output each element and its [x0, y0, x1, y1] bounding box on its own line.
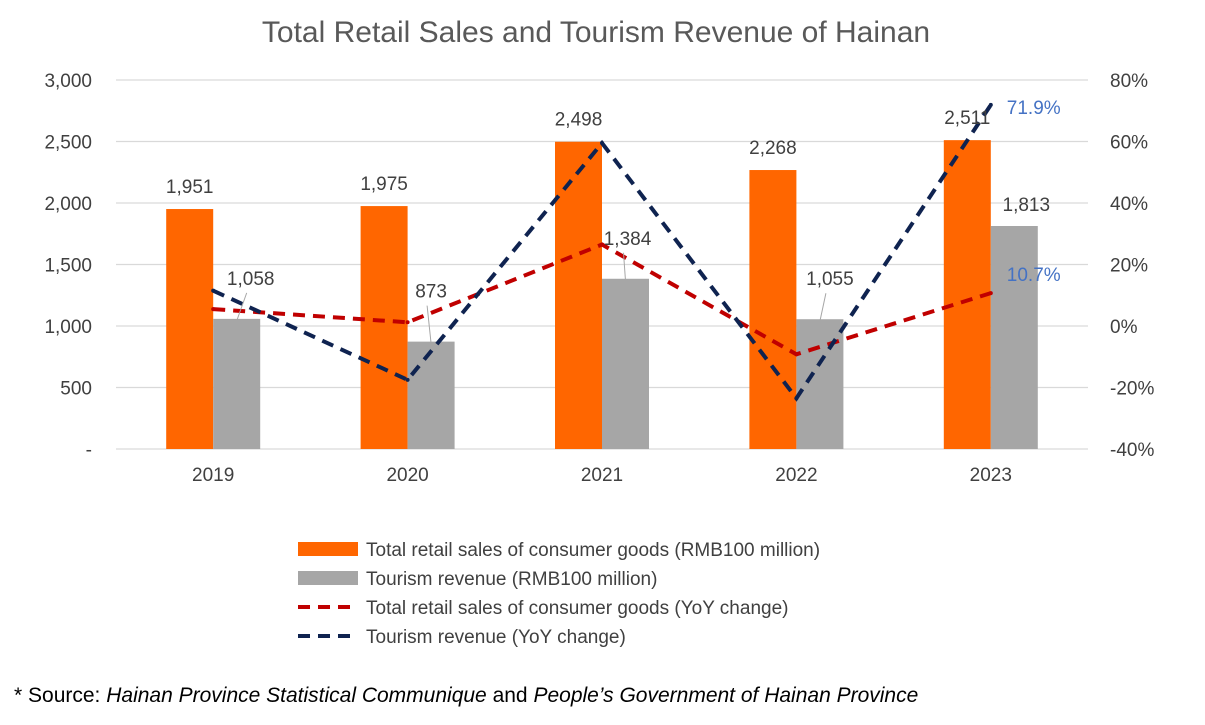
y-left-tick-label: 2,500 — [44, 133, 92, 154]
bar — [602, 278, 649, 449]
leader-line — [426, 305, 432, 344]
bar — [555, 141, 602, 449]
y-left-tick-label: - — [86, 440, 92, 461]
line-point — [211, 288, 216, 293]
bar-data-label: 2,511 — [944, 108, 990, 129]
legend-swatch — [298, 571, 358, 585]
bar-data-label: 1,813 — [1003, 195, 1051, 216]
leader-line — [819, 293, 827, 322]
legend-label: Total retail sales of consumer goods (RM… — [366, 540, 820, 561]
bar-data-label: 873 — [415, 282, 447, 303]
bar-data-label: 1,058 — [227, 269, 275, 290]
line-data-label: 10.7% — [1007, 265, 1061, 286]
leader-line — [623, 252, 626, 281]
source-prefix: * Source: — [14, 684, 107, 707]
chart-title: Total Retail Sales and Tourism Revenue o… — [262, 16, 930, 49]
bar — [360, 206, 408, 449]
line-point — [988, 102, 993, 107]
y-left-tick-label: 2,000 — [44, 194, 92, 215]
legend-swatch — [298, 542, 358, 556]
lines — [211, 102, 993, 402]
bar — [213, 318, 261, 449]
legend-label: Tourism revenue (YoY change) — [366, 627, 626, 648]
y-right-tick-label: 40% — [1110, 194, 1148, 215]
y-right-tick-label: -40% — [1110, 440, 1154, 461]
x-tick-label: 2023 — [970, 465, 1012, 486]
bar-data-label: 1,975 — [360, 174, 408, 195]
leader-line — [236, 292, 248, 322]
y-left-tick-label: 500 — [60, 379, 92, 400]
legend-label: Tourism revenue (RMB100 million) — [366, 569, 657, 590]
legend: Total retail sales of consumer goods (RM… — [298, 540, 820, 648]
line-point — [600, 141, 604, 146]
bar — [407, 341, 455, 449]
bar-data-label: 2,498 — [555, 110, 603, 131]
bar-data-label: 1,384 — [604, 229, 652, 250]
line-data-label: 71.9% — [1007, 98, 1061, 119]
line-point — [405, 377, 410, 382]
bar — [166, 209, 214, 449]
x-tick-label: 2022 — [775, 465, 817, 486]
line-point — [211, 307, 216, 312]
legend-label: Total retail sales of consumer goods (Yo… — [366, 598, 788, 619]
line-point — [405, 320, 410, 325]
y-left-tick-label: 1,000 — [44, 317, 92, 338]
line-point — [600, 242, 604, 247]
source-note: * Source: Hainan Province Statistical Co… — [14, 684, 918, 708]
bar-data-label: 1,055 — [806, 269, 854, 290]
source-joiner: and — [486, 684, 534, 707]
bar-data-label: 2,268 — [749, 138, 797, 159]
line-point — [794, 352, 799, 357]
bars — [166, 140, 1038, 449]
y-left-tick-label: 3,000 — [44, 71, 92, 92]
bar — [749, 170, 797, 449]
source-name-2: People’s Government of Hainan Province — [533, 684, 919, 707]
y-right-tick-label: 80% — [1110, 71, 1148, 92]
y-left-tick-label: 1,500 — [44, 256, 92, 277]
y-right-tick-label: 0% — [1110, 317, 1138, 338]
axes: - 500 1,000 1,500 2,000 2,500 3,000 -40% -20% 0% 2… — [44, 71, 1154, 486]
bar — [990, 226, 1038, 449]
line-point — [794, 396, 799, 401]
y-right-tick-label: 60% — [1110, 133, 1148, 154]
source-name-1: Hainan Province Statistical Communique — [106, 684, 487, 707]
bar — [796, 319, 844, 449]
x-tick-label: 2021 — [581, 465, 623, 486]
y-right-tick-label: 20% — [1110, 256, 1148, 277]
x-tick-label: 2019 — [192, 465, 234, 486]
y-right-tick-label: -20% — [1110, 379, 1154, 400]
line-point — [988, 291, 993, 296]
bar-data-label: 1,951 — [166, 177, 214, 198]
x-tick-label: 2020 — [386, 465, 428, 486]
data-labels: 1,951 1,975 2,498 2,268 2,511 1,058 873 1,384 1,… — [166, 98, 1061, 344]
